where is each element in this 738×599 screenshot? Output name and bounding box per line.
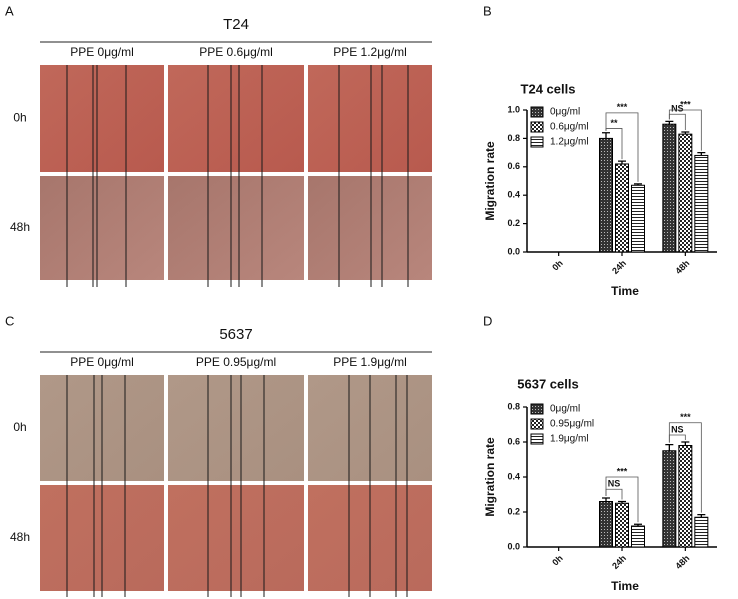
column-header: PPE 1.9μg/ml xyxy=(333,355,407,369)
micrograph xyxy=(168,176,304,280)
significance-bracket xyxy=(668,109,702,151)
x-tick-label: 48h xyxy=(673,258,691,276)
column-header: PPE 0μg/ml xyxy=(70,45,134,59)
legend-label: 0.6μg/ml xyxy=(550,122,589,133)
row-label: 0h xyxy=(13,420,26,434)
y-axis-label: Migration rate xyxy=(483,437,497,517)
error-bar xyxy=(602,132,610,139)
x-axis-label: Time xyxy=(611,579,639,593)
legend-swatch xyxy=(530,418,544,430)
legend-swatch xyxy=(530,433,544,445)
bar xyxy=(694,154,709,253)
chart-title: T24 cells xyxy=(521,81,576,96)
bar xyxy=(678,133,693,253)
significance-bracket xyxy=(605,112,639,182)
y-tick-label: 0.4 xyxy=(507,190,520,200)
panel-letter: A xyxy=(5,3,14,18)
y-axis-label: Migration rate xyxy=(483,141,497,221)
y-tick-label: 1.0 xyxy=(507,104,520,114)
row-label: 48h xyxy=(10,220,30,234)
x-tick-label: 0h xyxy=(550,553,565,568)
chart-title: 5637 cells xyxy=(517,376,578,391)
row-label: 48h xyxy=(10,530,30,544)
x-tick-label: 48h xyxy=(673,553,691,571)
y-tick-label: 0.4 xyxy=(507,471,520,481)
micrograph xyxy=(168,485,304,591)
error-bar xyxy=(618,500,626,504)
bar xyxy=(615,163,629,253)
significance-label: *** xyxy=(617,466,628,476)
bar xyxy=(599,501,613,548)
x-tick-label: 24h xyxy=(610,258,628,276)
error-bar xyxy=(665,443,674,451)
error-bar xyxy=(697,151,706,156)
micrograph xyxy=(40,65,164,172)
column-header: PPE 1.2μg/ml xyxy=(333,45,407,59)
significance-label: NS xyxy=(608,479,621,489)
micrograph xyxy=(40,176,164,280)
bar xyxy=(599,137,613,253)
significance-label: *** xyxy=(680,99,691,109)
micrograph xyxy=(168,375,304,481)
y-tick-label: 0.0 xyxy=(507,246,520,256)
y-tick-label: 0.2 xyxy=(507,506,520,516)
significance-label: NS xyxy=(671,104,684,114)
legend-swatch xyxy=(530,121,544,133)
micrograph xyxy=(168,65,304,172)
panel-letter: B xyxy=(483,3,492,18)
y-tick-label: 0.0 xyxy=(507,541,520,551)
micrograph xyxy=(308,65,432,172)
legend-swatch xyxy=(530,403,544,415)
legend-swatch xyxy=(530,136,544,148)
error-bar xyxy=(618,160,626,164)
significance-bracket xyxy=(668,422,702,513)
micrograph xyxy=(308,176,432,280)
bar xyxy=(631,525,645,548)
bar xyxy=(678,445,693,548)
legend-label: 0.95μg/ml xyxy=(550,419,594,430)
column-header: PPE 0μg/ml xyxy=(70,355,134,369)
panel-title: T24 xyxy=(223,16,249,33)
y-tick-label: 0.8 xyxy=(507,133,520,143)
legend-swatch xyxy=(530,106,544,118)
y-tick-label: 0.6 xyxy=(507,161,520,171)
bar xyxy=(631,184,645,253)
panel-letter: D xyxy=(483,313,492,328)
bar xyxy=(662,123,677,253)
row-label: 0h xyxy=(13,111,26,125)
error-bar xyxy=(634,183,642,186)
panel-title: 5637 xyxy=(219,326,252,343)
significance-label: *** xyxy=(617,102,628,112)
legend-label: 0μg/ml xyxy=(550,107,580,118)
error-bar xyxy=(697,513,706,518)
significance-label: ** xyxy=(610,118,618,128)
error-bar xyxy=(681,131,690,135)
bar xyxy=(662,450,677,548)
error-bar xyxy=(602,497,610,502)
y-tick-label: 0.8 xyxy=(507,401,520,411)
y-tick-label: 0.6 xyxy=(507,436,520,446)
error-bar xyxy=(665,120,674,125)
significance-label: *** xyxy=(680,412,691,422)
x-axis-label: Time xyxy=(611,284,639,298)
legend-label: 1.2μg/ml xyxy=(550,137,589,148)
bar xyxy=(615,502,629,548)
error-bar xyxy=(634,523,642,526)
legend-label: 1.9μg/ml xyxy=(550,434,589,445)
significance-bracket xyxy=(605,476,639,523)
x-tick-label: 0h xyxy=(550,258,565,273)
x-tick-label: 24h xyxy=(610,553,628,571)
significance-label: NS xyxy=(671,424,684,434)
panel-letter: C xyxy=(5,313,14,328)
column-header: PPE 0.6μg/ml xyxy=(199,45,273,59)
error-bar xyxy=(681,441,690,446)
bar xyxy=(694,516,709,548)
y-tick-label: 0.2 xyxy=(507,218,520,228)
legend-label: 0μg/ml xyxy=(550,404,580,415)
column-header: PPE 0.95μg/ml xyxy=(196,355,276,369)
